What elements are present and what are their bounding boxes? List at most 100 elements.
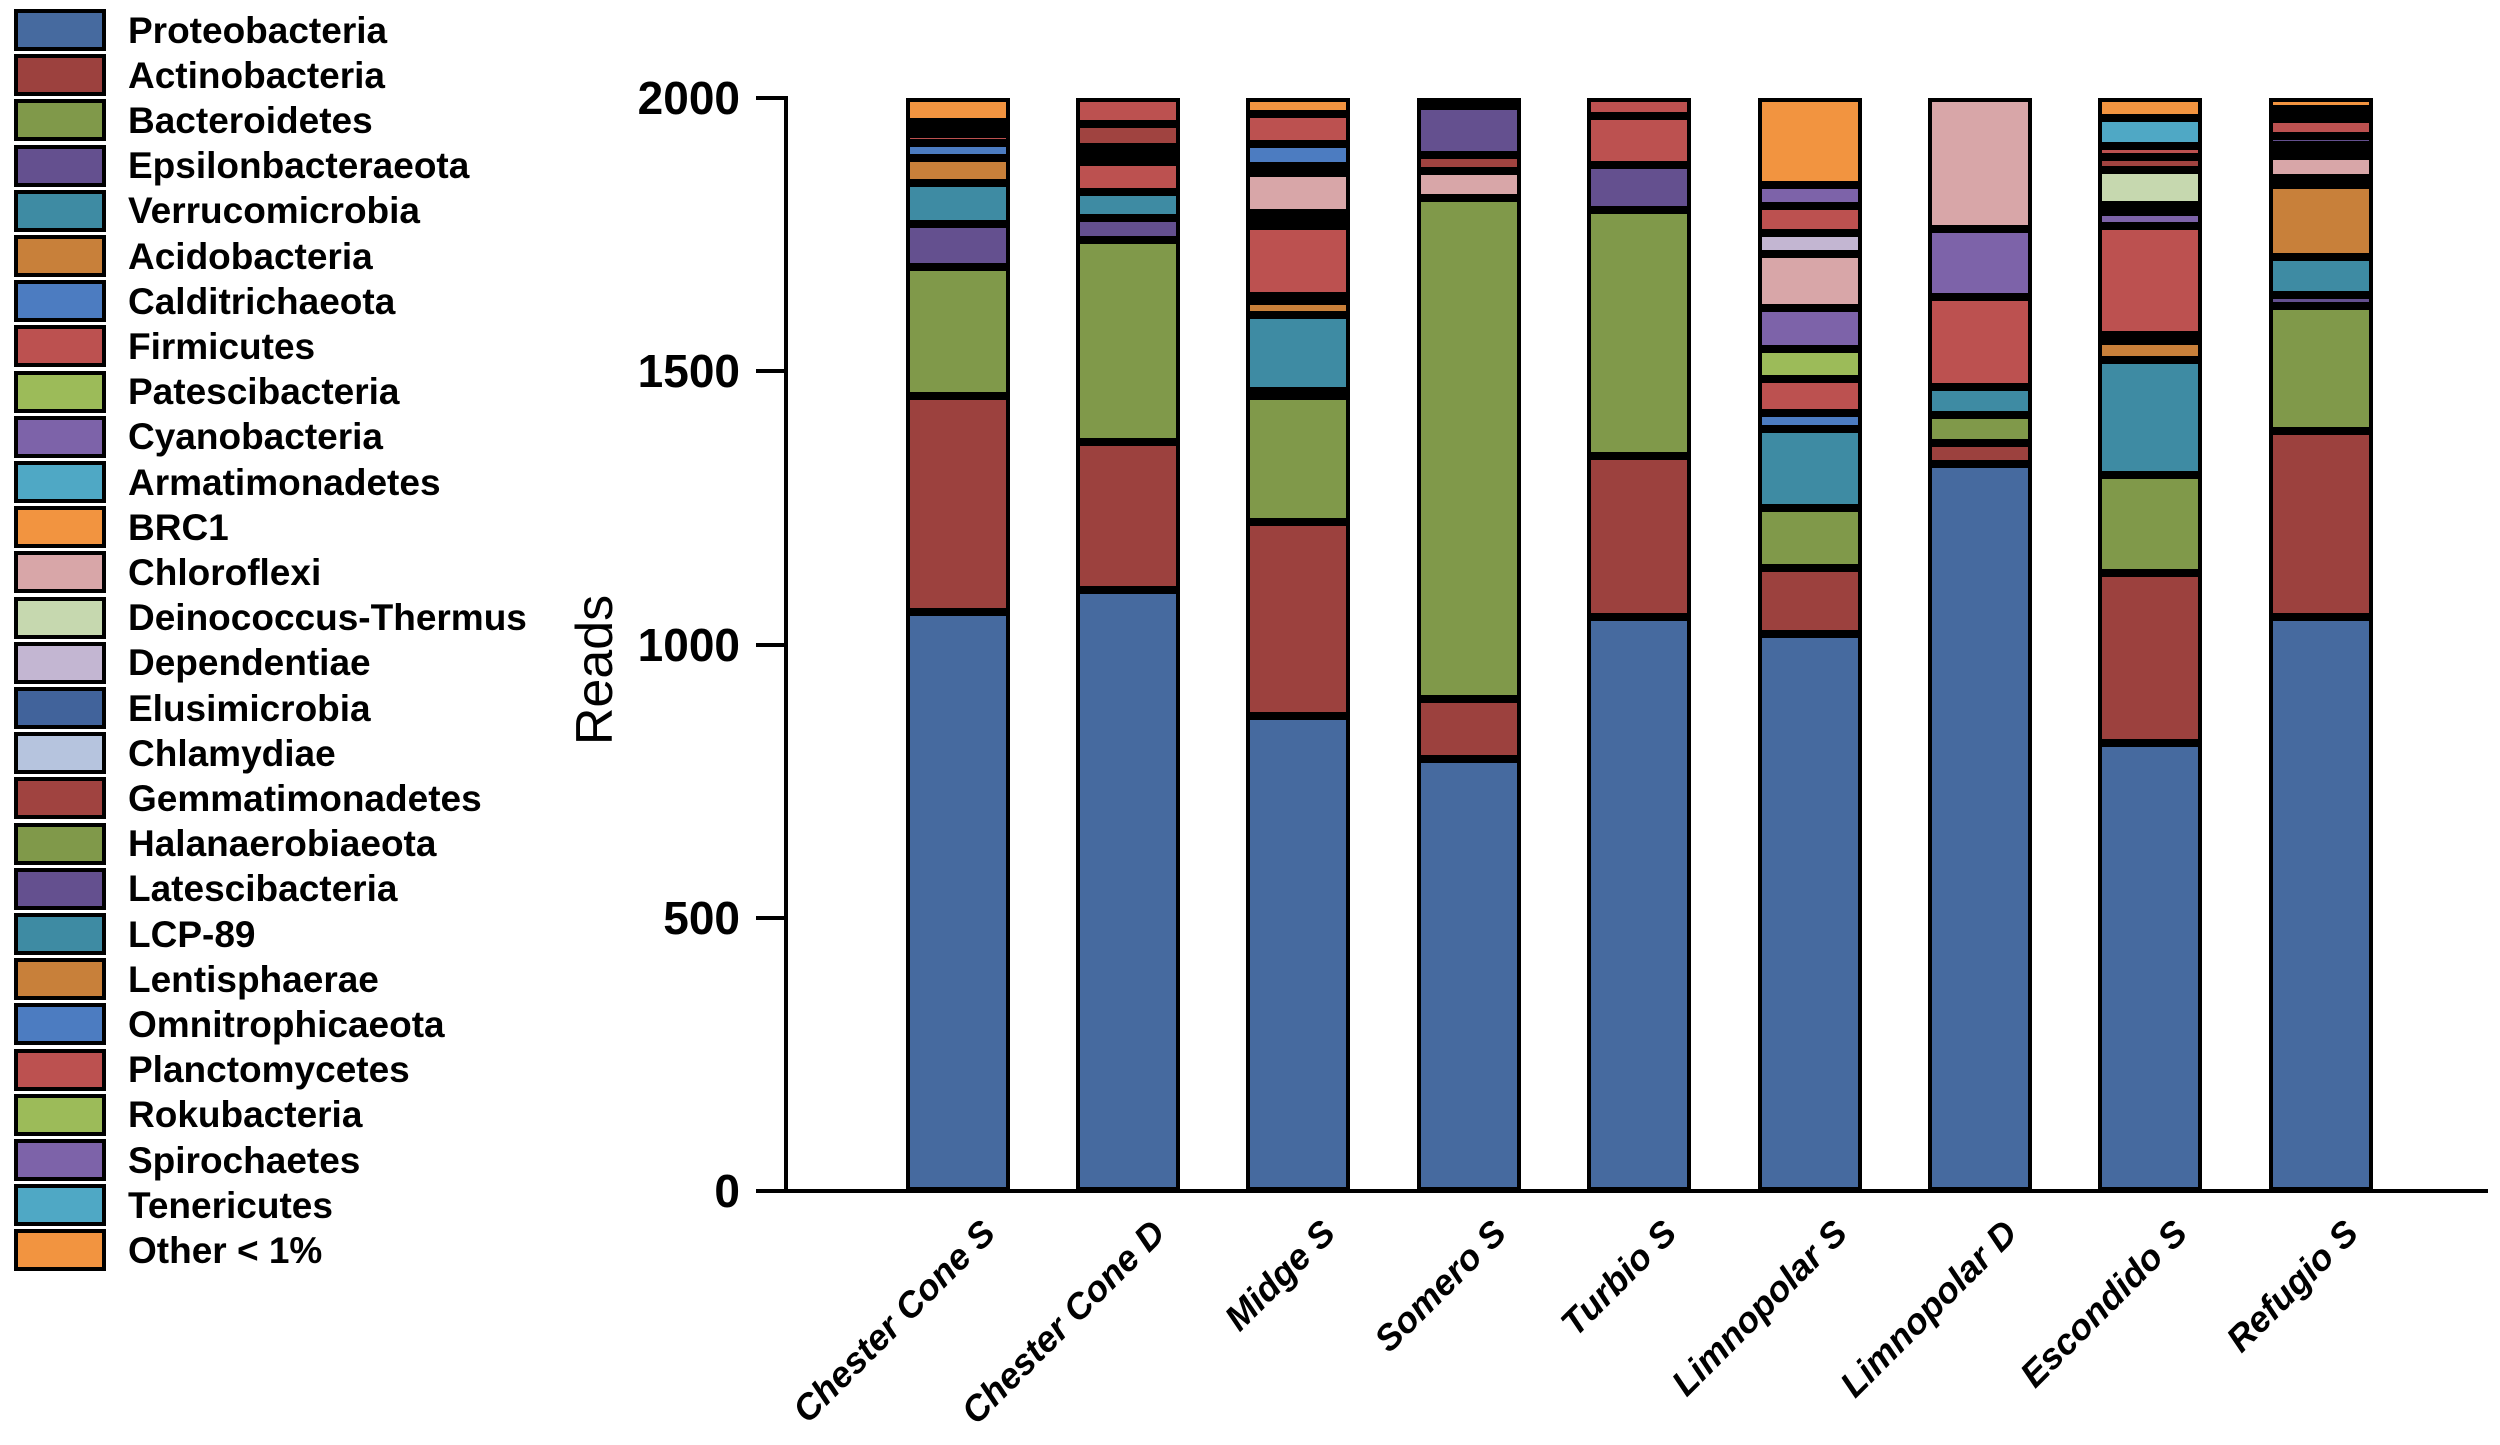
- bar-segment-refugio-s-epsilonbacteraeota: [2268, 294, 2373, 306]
- legend-label: Gemmatimonadetes: [128, 777, 482, 819]
- bar-segment-escondido-s-cyanobacteria: [2098, 211, 2203, 226]
- legend-label: Patescibacteria: [128, 371, 400, 413]
- legend-item-cyanobacteria: Cyanobacteria: [14, 415, 383, 458]
- bar-segment-escondido-s-chloroflexi: [2098, 203, 2203, 212]
- bar-segment-limnopolar-s-planctomycetes: [1757, 205, 1862, 233]
- bar-segment-escondido-s-bacteroidetes: [2098, 475, 2203, 574]
- bar-segment-chester-cone-s-firmicutes: [905, 133, 1010, 144]
- bar-segment-limnopolar-s-calditrichaeota: [1757, 413, 1862, 429]
- bar-turbio-s: [1587, 98, 1692, 1191]
- bar-segment-chester-cone-s-proteobacteria: [905, 611, 1010, 1191]
- legend-label: Tenericutes: [128, 1184, 333, 1226]
- bar-segment-escondido-s-actinobacteria: [2098, 573, 2203, 743]
- bar-segment-midge-s-firmicutes: [1246, 225, 1351, 296]
- legend-color-swatch-bacteroidetes: [14, 99, 106, 142]
- bar-segment-limnopolar-d-bacteroidetes: [1928, 414, 2032, 444]
- legend-color-swatch-planctomycetes: [14, 1048, 106, 1091]
- legend-item-rokubacteria: Rokubacteria: [14, 1093, 363, 1136]
- legend-color-swatch-tenericutes: [14, 1184, 106, 1227]
- legend-color-swatch-chlamydiae: [14, 732, 106, 775]
- y-axis-tick-1000: [756, 642, 786, 647]
- bar-segment-chester-cone-d-planctomycetes: [1076, 98, 1180, 124]
- bar-segment-limnopolar-d-verrucomicrobia: [1928, 386, 2032, 415]
- bar-limnopolar-d: [1928, 98, 2032, 1191]
- legend-color-swatch-chloroflexi: [14, 551, 106, 594]
- legend-item-lcp-89: LCP-89: [14, 913, 255, 955]
- x-axis-category-label-escondido-s: Escondido S: [2012, 1211, 2196, 1396]
- legend-color-swatch-halanaerobiaeota: [14, 822, 106, 865]
- bar-segment-limnopolar-d-firmicutes: [1928, 297, 2032, 387]
- bar-segment-limnopolar-s-actinobacteria: [1757, 568, 1862, 634]
- bar-segment-somero-s-proteobacteria: [1416, 759, 1521, 1191]
- legend-item-tenericutes: Tenericutes: [14, 1184, 333, 1227]
- bar-segment-chester-cone-d-actinobacteria: [1076, 442, 1180, 590]
- bar-segment-refugio-s-tenericutes: [2268, 107, 2373, 116]
- bar-segment-escondido-s-proteobacteria: [2098, 742, 2203, 1191]
- legend-label: Omnitrophicaeota: [128, 1003, 445, 1045]
- bar-segment-refugio-s-firmicutes: [2268, 177, 2373, 186]
- legend-label: Elusimicrobia: [128, 687, 371, 729]
- bar-segment-limnopolar-d-chloroflexi: [1928, 98, 2032, 230]
- bar-segment-refugio-s-chloroflexi: [2268, 155, 2373, 178]
- legend-item-halanaerobiaeota: Halanaerobiaeota: [14, 822, 436, 865]
- legend-item-calditrichaeota: Calditrichaeota: [14, 280, 395, 323]
- bar-segment-turbio-s-actinobacteria: [1587, 455, 1692, 618]
- legend-item-bacteroidetes: Bacteroidetes: [14, 99, 373, 142]
- bar-segment-escondido-s-other-1: [2098, 98, 2203, 118]
- bar-segment-escondido-s-planctomycetes: [2098, 146, 2203, 158]
- legend-label: Lentisphaerae: [128, 958, 379, 1000]
- y-axis-title: Reads: [566, 594, 625, 746]
- legend-item-chlamydiae: Chlamydiae: [14, 732, 336, 775]
- legend-color-swatch-lcp-89: [14, 913, 106, 955]
- x-axis-category-label-refugio-s: Refugio S: [2217, 1211, 2366, 1360]
- bar-segment-chester-cone-s-other-1: [905, 98, 1010, 123]
- x-axis-line: [784, 1189, 2488, 1193]
- legend-color-swatch-firmicutes: [14, 325, 106, 368]
- legend-label: Proteobacteria: [128, 9, 388, 51]
- legend-color-swatch-proteobacteria: [14, 9, 106, 51]
- bar-segment-chester-cone-s-verrucomicrobia: [905, 182, 1010, 224]
- y-axis-tick-label-0: 0: [714, 1165, 740, 1217]
- x-axis-category-label-limnopolar-d: Limnopolar D: [1831, 1211, 2025, 1405]
- bar-segment-escondido-s-verrucomicrobia: [2098, 360, 2203, 476]
- legend-label: Firmicutes: [128, 325, 316, 367]
- legend-label: Acidobacteria: [128, 235, 373, 277]
- legend-item-spirochaetes: Spirochaetes: [14, 1139, 360, 1181]
- legend-label: Latescibacteria: [128, 868, 398, 910]
- bar-segment-chester-cone-s-patescibacteria: [905, 125, 1010, 134]
- bar-segment-escondido-s-acidobacteria: [2098, 340, 2203, 361]
- bar-segment-refugio-s-acidobacteria: [2268, 185, 2373, 257]
- bar-segment-escondido-s-tenericutes: [2098, 117, 2203, 147]
- legend-item-acidobacteria: Acidobacteria: [14, 235, 373, 277]
- legend-color-swatch-lentisphaerae: [14, 958, 106, 1001]
- x-axis-category-label-somero-s: Somero S: [1365, 1211, 1514, 1360]
- bar-segment-midge-s-bacteroidetes: [1246, 395, 1351, 522]
- legend-label: Cyanobacteria: [128, 416, 383, 458]
- bar-segment-midge-s-proteobacteria: [1246, 715, 1351, 1191]
- bar-segment-turbio-s-planctomycetes: [1587, 98, 1692, 117]
- bar-segment-refugio-s-latescibacteria: [2268, 136, 2373, 145]
- legend-label: Other < 1%: [128, 1229, 323, 1271]
- legend-label: Bacteroidetes: [128, 99, 373, 141]
- y-axis-tick-2000: [756, 96, 786, 100]
- bar-segment-turbio-s-proteobacteria: [1587, 617, 1692, 1191]
- bar-segment-limnopolar-s-spirochaetes: [1757, 185, 1862, 206]
- bar-segment-limnopolar-s-firmicutes: [1757, 379, 1862, 414]
- legend-color-swatch-latescibacteria: [14, 867, 106, 910]
- legend-item-epsilonbacteraeota: Epsilonbacteraeota: [14, 144, 469, 187]
- bar-segment-limnopolar-s-other-1: [1757, 98, 1862, 186]
- bar-segment-midge-s-other-1: [1246, 98, 1351, 114]
- legend-item-armatimonadetes: Armatimonadetes: [14, 461, 441, 503]
- bar-segment-midge-s-acidobacteria: [1246, 301, 1351, 315]
- bar-segment-midge-s-planctomycetes: [1246, 113, 1351, 144]
- legend-item-elusimicrobia: Elusimicrobia: [14, 687, 371, 729]
- bar-refugio-s: [2268, 98, 2373, 1191]
- bar-segment-limnopolar-d-actinobacteria: [1928, 443, 2032, 465]
- legend-item-deinococcus-thermus: Deinococcus-Thermus: [14, 596, 527, 639]
- bar-segment-limnopolar-s-dependentiae: [1757, 233, 1862, 254]
- legend-label: Deinococcus-Thermus: [128, 597, 527, 639]
- bar-segment-chester-cone-s-bacteroidetes: [905, 267, 1010, 396]
- bar-segment-chester-cone-d-verrucomicrobia: [1076, 192, 1180, 219]
- legend-label: Rokubacteria: [128, 1094, 363, 1136]
- legend-item-actinobacteria: Actinobacteria: [14, 54, 385, 97]
